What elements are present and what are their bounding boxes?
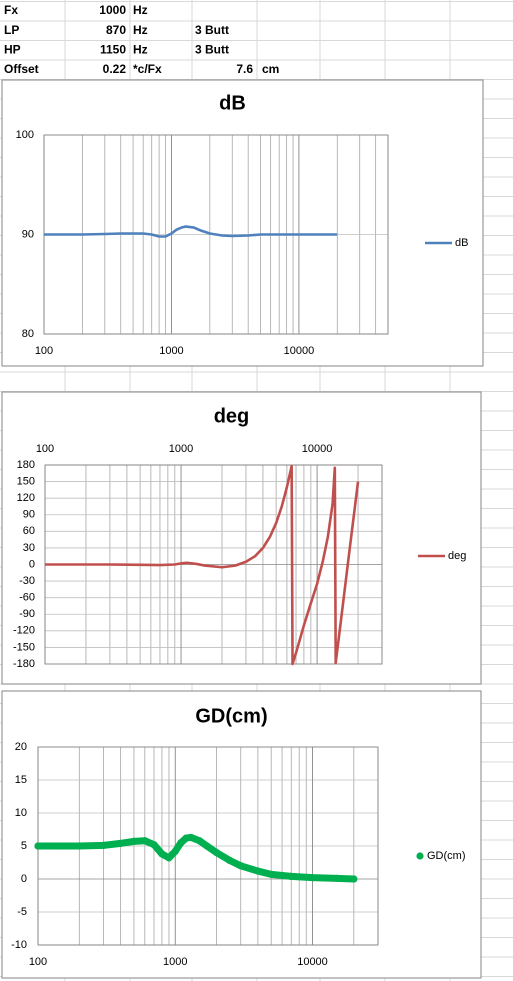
legend-label: deg bbox=[448, 550, 466, 562]
point bbox=[75, 842, 83, 850]
cell: 0.22 bbox=[103, 62, 127, 76]
point bbox=[58, 842, 66, 850]
series-line bbox=[45, 464, 360, 666]
point bbox=[308, 874, 317, 882]
y-tick-label: 90 bbox=[23, 509, 35, 521]
y-tick-label: 60 bbox=[23, 525, 35, 537]
point bbox=[212, 849, 221, 857]
y-tick-label: 90 bbox=[22, 228, 34, 240]
point bbox=[141, 837, 149, 845]
y-tick-label: 100 bbox=[16, 129, 34, 141]
chart: GD(cm) -10 -5 0 5 10 15 20 100 1000 10000 GD(cm) bbox=[1, 690, 482, 979]
y-tick-label: 150 bbox=[17, 475, 35, 487]
y-tick-label: -60 bbox=[19, 592, 35, 604]
y-tick-label: 0 bbox=[21, 873, 27, 885]
y-tick-label: 5 bbox=[21, 840, 27, 852]
cell: HP bbox=[4, 42, 21, 56]
legend-label: dB bbox=[455, 237, 468, 249]
cell: LP bbox=[4, 23, 19, 37]
series-line bbox=[44, 225, 338, 238]
x-tick-label: 100 bbox=[36, 443, 54, 455]
cell: *c/Fx bbox=[133, 62, 162, 76]
x-tick-label: 10000 bbox=[302, 443, 333, 455]
x-tick-label: 100 bbox=[35, 345, 53, 357]
chart-frame bbox=[1, 690, 482, 979]
point bbox=[203, 842, 211, 850]
chart: dB 80 90 100 100 1000 10000 dB bbox=[1, 79, 484, 367]
point bbox=[117, 839, 125, 847]
point bbox=[287, 872, 295, 880]
cell: 1000 bbox=[99, 3, 126, 17]
point bbox=[237, 862, 245, 870]
cell: cm bbox=[262, 62, 279, 76]
cell: 870 bbox=[106, 23, 126, 37]
chart-title: GD(cm) bbox=[195, 705, 267, 727]
point bbox=[187, 833, 195, 842]
y-tick-label: 15 bbox=[15, 774, 27, 786]
x-tick-label: 1000 bbox=[159, 345, 183, 357]
point bbox=[171, 847, 179, 855]
cell: Fx bbox=[4, 3, 18, 17]
y-tick-label: -30 bbox=[19, 575, 35, 587]
point bbox=[267, 870, 275, 878]
cell: 7.6 bbox=[236, 62, 253, 76]
y-tick-label: -10 bbox=[11, 939, 27, 951]
y-tick-label: 0 bbox=[29, 558, 35, 570]
y-tick-label: -180 bbox=[13, 658, 35, 670]
chart-frame bbox=[1, 79, 484, 367]
y-tick-label: -120 bbox=[13, 625, 35, 637]
x-tick-label: 1000 bbox=[163, 956, 187, 968]
point bbox=[165, 854, 173, 862]
point bbox=[150, 841, 158, 849]
y-tick-label: -90 bbox=[19, 608, 35, 620]
y-tick-label: -5 bbox=[17, 906, 27, 918]
point bbox=[99, 841, 108, 849]
point bbox=[195, 837, 204, 845]
chart-frame bbox=[1, 391, 482, 685]
x-tick-label: 1000 bbox=[169, 443, 193, 455]
point bbox=[254, 867, 262, 875]
cell: Hz bbox=[133, 3, 148, 17]
point bbox=[333, 874, 341, 882]
point bbox=[34, 842, 42, 850]
legend-label: GD(cm) bbox=[427, 850, 466, 862]
chart-title: deg bbox=[214, 405, 250, 427]
chart: deg -180 -150 -120 -90 -60 -30 0 30 60 90 120 150 180… bbox=[1, 391, 482, 685]
x-tick-label: 10000 bbox=[297, 956, 328, 968]
point bbox=[226, 856, 234, 865]
cell: 1150 bbox=[100, 42, 126, 56]
cell: Offset bbox=[4, 62, 39, 76]
y-tick-label: -150 bbox=[13, 641, 35, 653]
legend-swatch bbox=[416, 852, 424, 860]
cell: 3 Butt bbox=[195, 42, 229, 56]
y-tick-label: 80 bbox=[22, 328, 34, 340]
cell: 3 Butt bbox=[195, 23, 229, 37]
y-tick-label: 20 bbox=[15, 741, 27, 753]
point bbox=[350, 875, 358, 883]
cell: Hz bbox=[133, 42, 148, 56]
chart-title: dB bbox=[219, 92, 246, 114]
y-tick-label: 180 bbox=[17, 459, 35, 471]
y-tick-label: 120 bbox=[17, 492, 35, 504]
y-tick-label: 30 bbox=[23, 542, 35, 554]
x-tick-label: 10000 bbox=[284, 345, 315, 357]
x-tick-label: 100 bbox=[29, 956, 47, 968]
cell: Hz bbox=[133, 23, 148, 37]
y-tick-label: 10 bbox=[15, 807, 27, 819]
point bbox=[177, 839, 185, 847]
point bbox=[158, 850, 166, 858]
point bbox=[130, 837, 138, 845]
